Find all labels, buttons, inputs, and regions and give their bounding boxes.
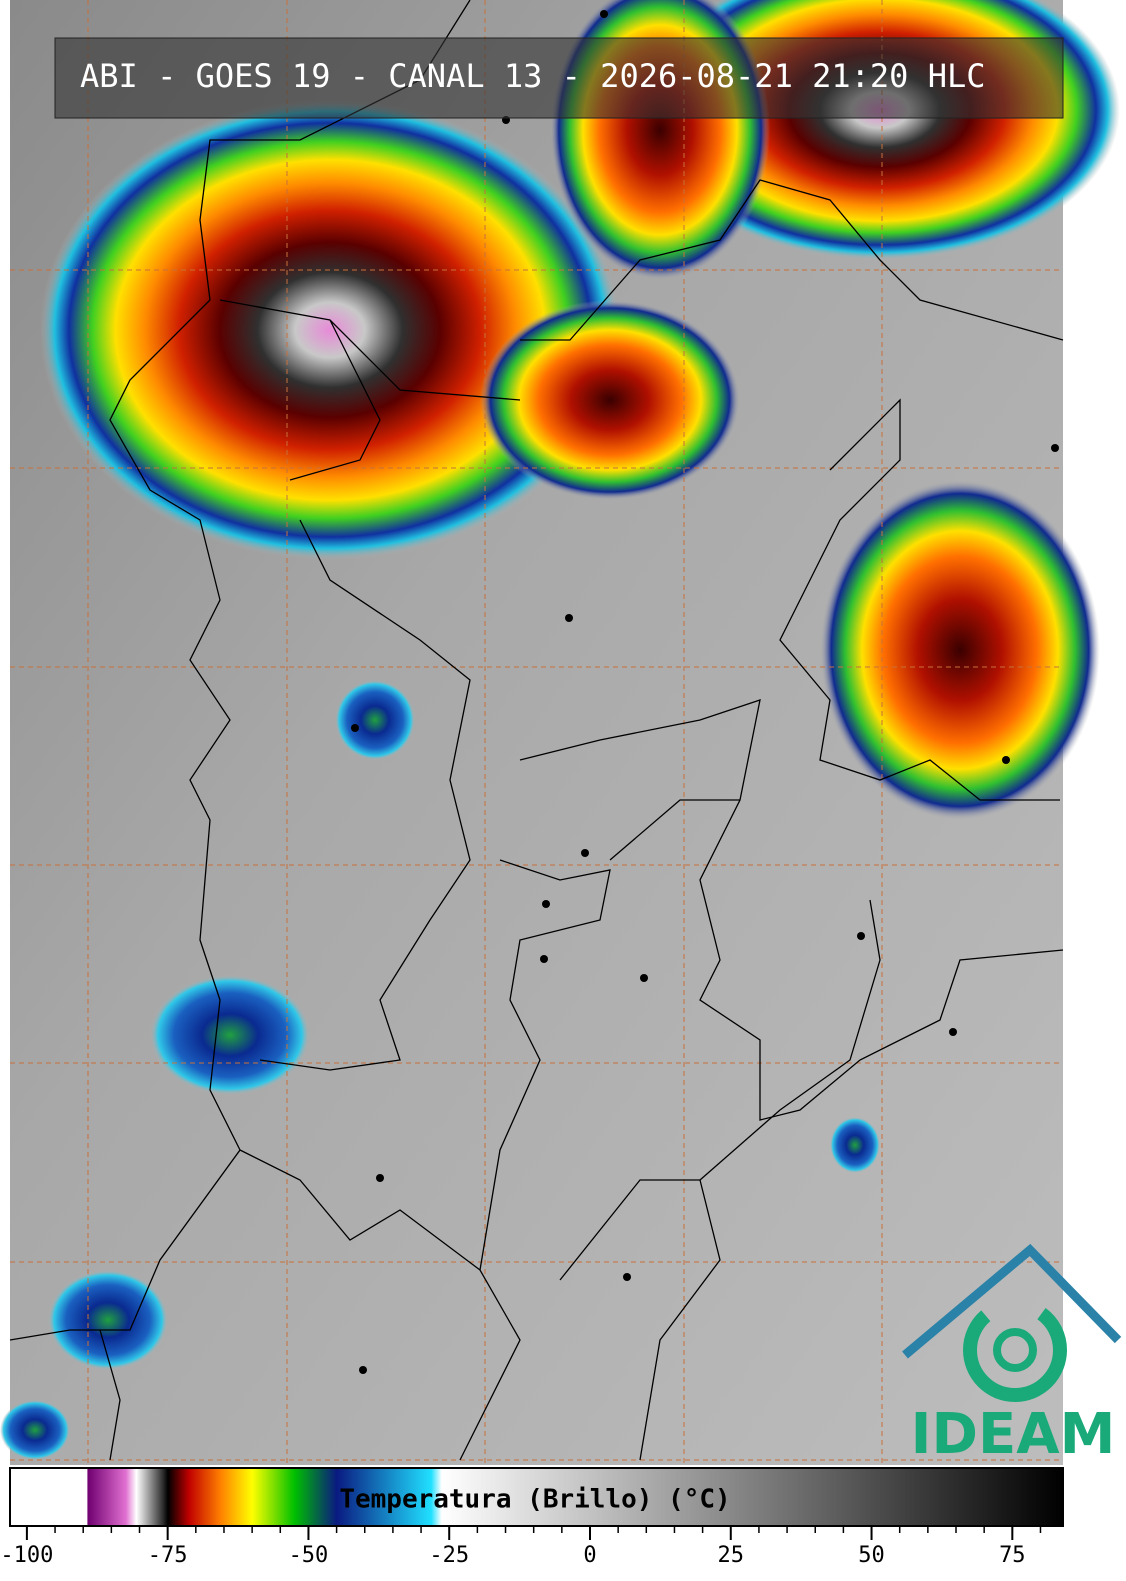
graticule — [10, 0, 1063, 1465]
logo: IDEAM — [902, 1243, 1122, 1467]
colorbar-ticks: -100 -75 -50 -25 0 25 50 75 — [0, 1526, 1042, 1568]
tick-label: -75 — [148, 1543, 188, 1568]
cloud-cell — [830, 1117, 880, 1173]
tick-label: 25 — [718, 1543, 745, 1568]
logo-text: IDEAM — [911, 1402, 1116, 1467]
cities — [351, 10, 1059, 1374]
tick-label: 50 — [858, 1543, 885, 1568]
borders — [9, 0, 1064, 1461]
logo-swirl — [993, 1328, 1037, 1372]
colorbar — [9, 1467, 1064, 1527]
tick-label: -25 — [429, 1543, 469, 1568]
satellite-image — [0, 0, 1120, 1465]
storm-cell — [480, 300, 740, 500]
tick-label: -100 — [0, 1543, 53, 1568]
title-box — [54, 37, 1064, 119]
cloud-cell — [150, 975, 310, 1095]
logo-roof — [902, 1243, 1122, 1359]
colorbar-label: Temperatura (Brillo) (°C) — [339, 1485, 730, 1515]
tick-label: 0 — [583, 1543, 596, 1568]
tick-label: 75 — [999, 1543, 1026, 1568]
tick-label: -50 — [289, 1543, 329, 1568]
storm-cell — [820, 480, 1100, 820]
storm-cell — [40, 100, 620, 560]
logo-swirl — [963, 1298, 1067, 1402]
cloud-cell — [335, 680, 415, 760]
cloud-cell — [0, 1400, 70, 1460]
cloud-cell — [48, 1270, 168, 1370]
title: ABI - GOES 19 - CANAL 13 - 2026-08-21 21… — [80, 57, 985, 95]
